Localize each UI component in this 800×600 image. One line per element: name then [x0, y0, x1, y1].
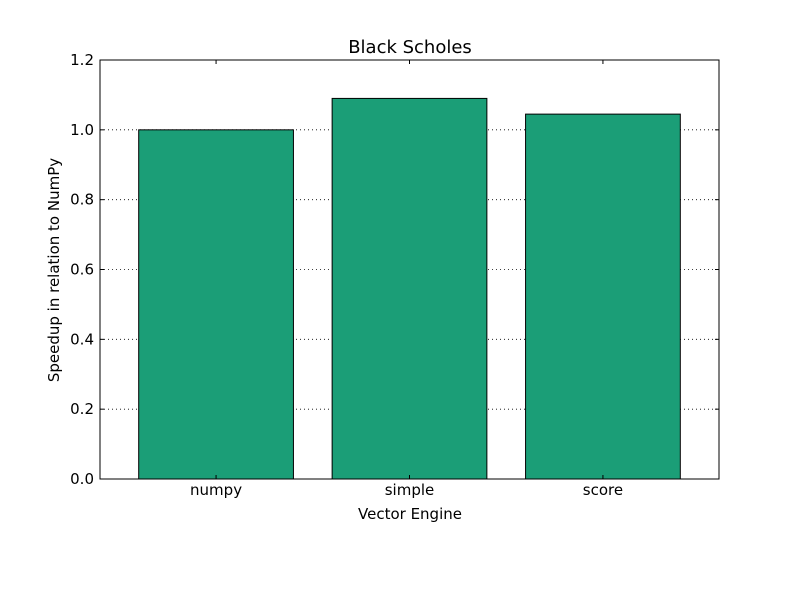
- y-tick-labels: 0.0 0.2 0.4 0.6 0.8 1.0 1.2: [70, 51, 94, 488]
- x-tick-label: numpy: [190, 481, 242, 499]
- y-tick-label: 0.6: [70, 261, 94, 279]
- bar-score: [525, 113, 681, 480]
- y-tick-label: 0.4: [70, 330, 94, 348]
- y-tick-label: 1.0: [70, 121, 94, 139]
- y-tick-label: 0.0: [70, 470, 94, 488]
- x-tick-labels: numpy simple score: [190, 481, 623, 499]
- chart-title: Black Scholes: [348, 37, 472, 58]
- x-tick-label: simple: [385, 481, 435, 499]
- bars: [138, 97, 681, 480]
- axis-ticks: [100, 59, 719, 480]
- y-tick-label: 0.8: [70, 191, 94, 209]
- y-tick-label: 0.2: [70, 400, 94, 418]
- bar-numpy: [138, 129, 294, 480]
- x-tick-label: score: [583, 481, 623, 499]
- bar-simple: [331, 97, 488, 480]
- y-axis-label: Speedup in relation to NumPy: [45, 158, 63, 382]
- x-axis-label: Vector Engine: [358, 505, 462, 523]
- y-tick-label: 1.2: [70, 51, 94, 69]
